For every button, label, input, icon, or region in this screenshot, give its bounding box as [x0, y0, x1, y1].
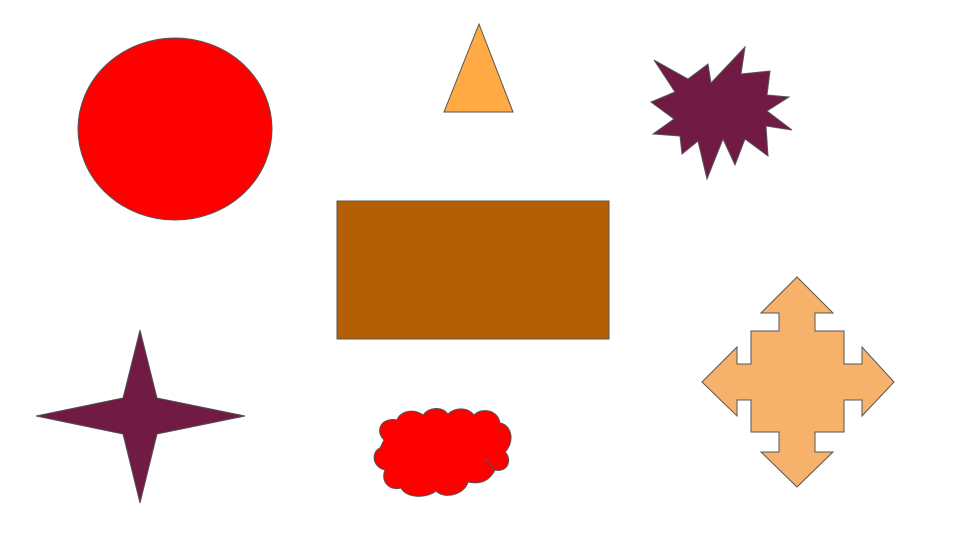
- red-cloud-outline: [373, 408, 512, 497]
- red-circle-shape: [77, 37, 273, 221]
- orange-triangle-shape: [443, 22, 514, 113]
- burgundy-four-point-star-shape: [35, 329, 246, 504]
- brown-rectangle-shape: [336, 200, 610, 340]
- peach-four-way-arrow-shape: [701, 276, 895, 488]
- red-cloud-inner-line: [482, 457, 494, 471]
- burgundy-burst-shape: [649, 45, 793, 181]
- red-cloud-shape: [373, 408, 512, 497]
